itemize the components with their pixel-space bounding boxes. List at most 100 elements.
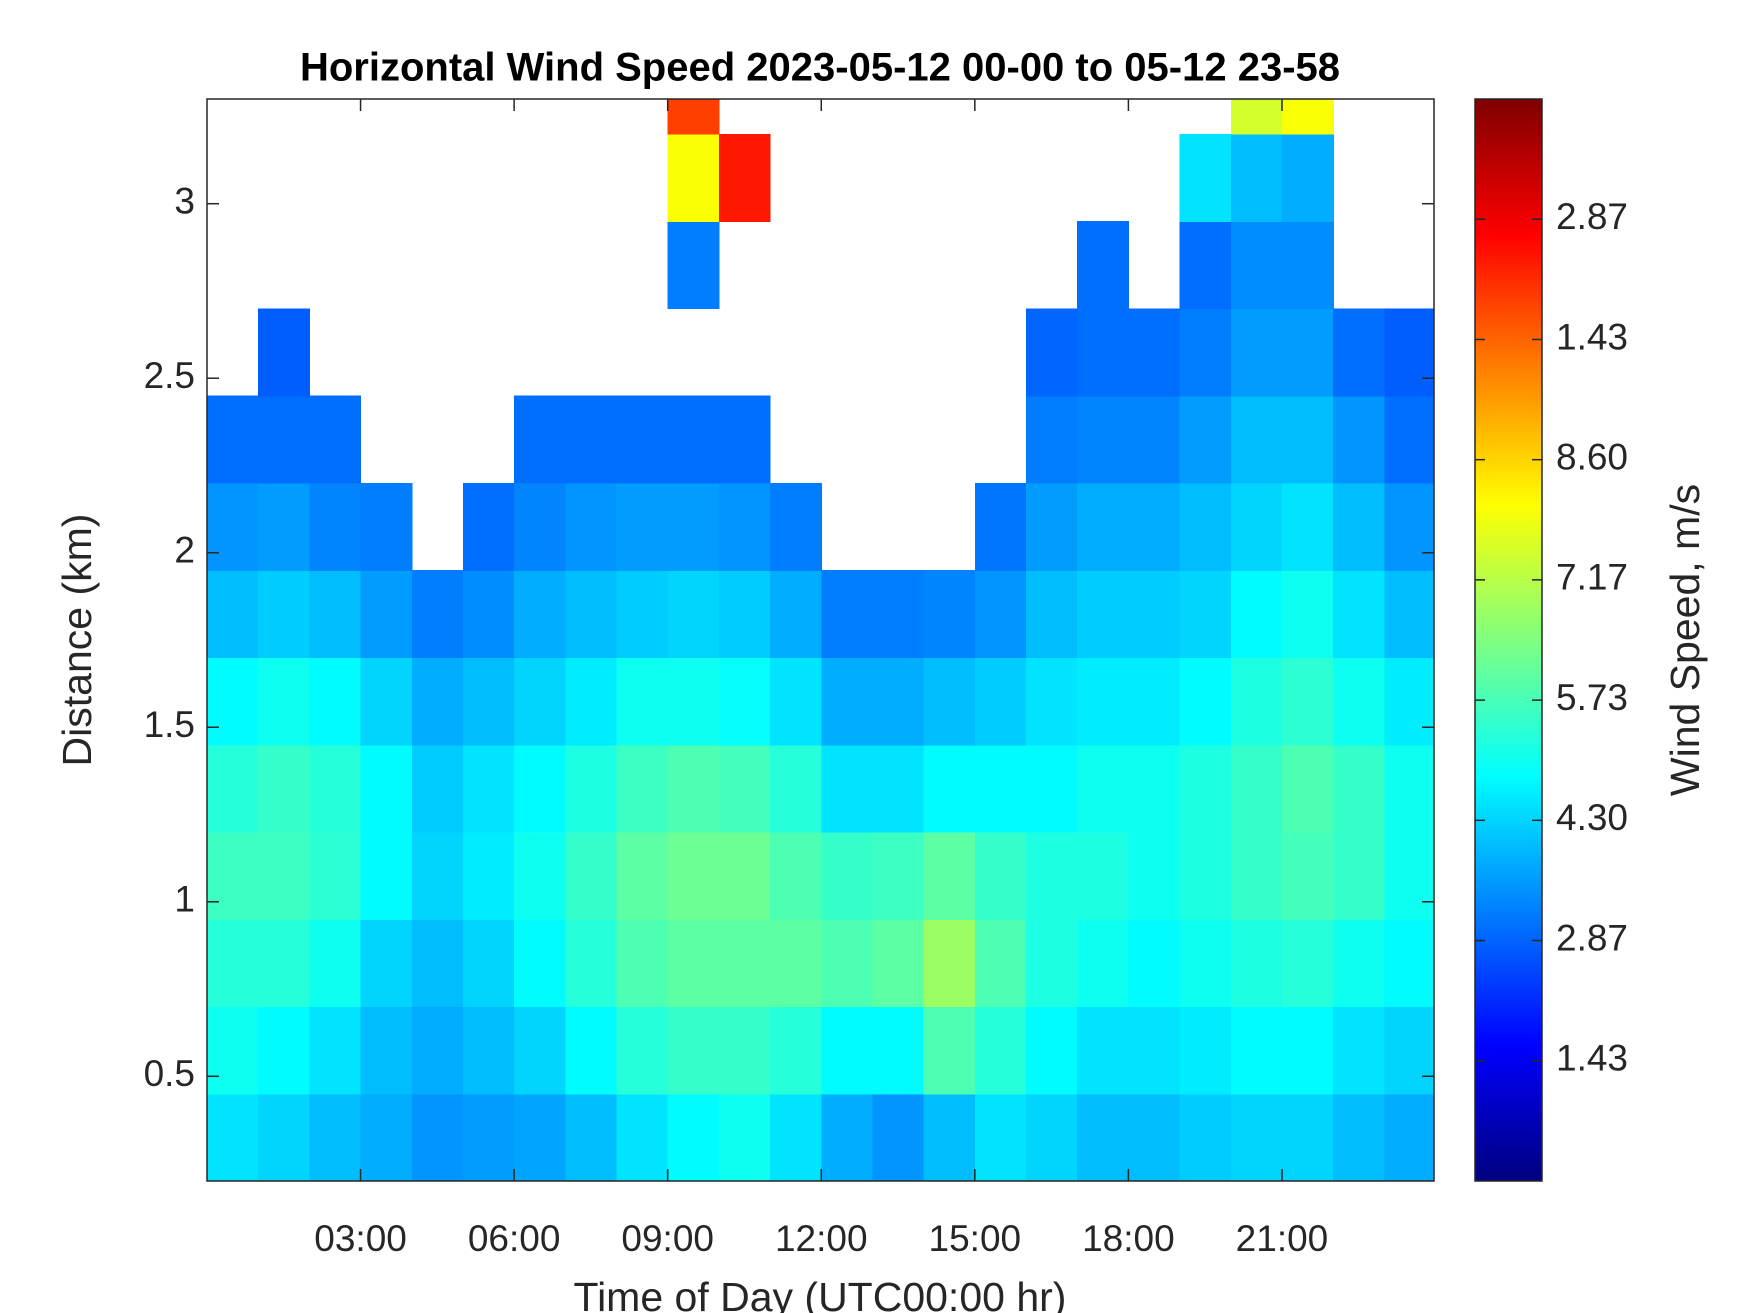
heatmap-cell bbox=[872, 570, 925, 659]
heatmap-cell bbox=[1281, 99, 1334, 135]
heatmap-cell bbox=[1179, 221, 1232, 310]
heatmap-cell bbox=[770, 919, 822, 1008]
heatmap-cell bbox=[1026, 744, 1078, 833]
heatmap-cell bbox=[1179, 395, 1232, 484]
heatmap-cell bbox=[667, 133, 720, 222]
heatmap-cell bbox=[1281, 919, 1334, 1008]
heatmap-cell bbox=[667, 395, 720, 484]
heatmap-cell bbox=[1077, 570, 1130, 659]
heatmap-cell bbox=[1384, 570, 1434, 659]
heatmap-cell bbox=[872, 1093, 925, 1181]
heatmap-cell bbox=[1384, 308, 1434, 397]
heatmap-cell bbox=[258, 482, 310, 571]
heatmap-cell bbox=[514, 482, 566, 571]
heatmap-cell bbox=[309, 744, 362, 833]
heatmap-cell bbox=[1026, 1006, 1078, 1095]
heatmap-cell bbox=[821, 831, 874, 920]
heatmap-cell bbox=[770, 1006, 822, 1095]
heatmap-cell bbox=[1281, 1006, 1334, 1095]
heatmap-cell bbox=[411, 919, 464, 1008]
heatmap-cell bbox=[1230, 395, 1283, 484]
heatmap-cell bbox=[1384, 482, 1434, 571]
heatmap-cell bbox=[718, 831, 771, 920]
heatmap-cell bbox=[1179, 570, 1232, 659]
heatmap-cell bbox=[1281, 133, 1334, 222]
heatmap-cell bbox=[923, 744, 976, 833]
heatmap-cell bbox=[1128, 744, 1181, 833]
colorbar-tick-label: 1.43 bbox=[1556, 1038, 1628, 1079]
heatmap-cell bbox=[1281, 221, 1334, 310]
colorbar-tick-label: 1.43 bbox=[1556, 316, 1628, 357]
heatmap-cell bbox=[616, 570, 669, 659]
heatmap-cell bbox=[821, 570, 874, 659]
heatmap-cell bbox=[1281, 395, 1334, 484]
heatmap-cell bbox=[1179, 831, 1232, 920]
heatmap-cell bbox=[923, 570, 976, 659]
heatmap-cell bbox=[1026, 395, 1078, 484]
heatmap-cell bbox=[565, 831, 618, 920]
heatmap-cell bbox=[821, 744, 874, 833]
heatmap-cell bbox=[923, 1006, 976, 1095]
heatmap-cell bbox=[514, 570, 566, 659]
heatmap bbox=[207, 99, 1434, 1181]
heatmap-cell bbox=[565, 1006, 618, 1095]
heatmap-cell bbox=[411, 570, 464, 659]
heatmap-cell bbox=[974, 1006, 1027, 1095]
heatmap-cell bbox=[565, 395, 618, 484]
x-tick-label: 09:00 bbox=[621, 1218, 714, 1259]
heatmap-cell bbox=[411, 1006, 464, 1095]
heatmap-cell bbox=[462, 919, 515, 1008]
heatmap-cell bbox=[667, 919, 720, 1008]
heatmap-cell bbox=[923, 1093, 976, 1181]
x-tick-label: 21:00 bbox=[1236, 1218, 1329, 1259]
heatmap-cell bbox=[1384, 919, 1434, 1008]
colorbar-tick-label: 2.87 bbox=[1556, 196, 1628, 237]
heatmap-cell bbox=[718, 1006, 771, 1095]
heatmap-cell bbox=[207, 919, 259, 1008]
heatmap-cell bbox=[1384, 1093, 1434, 1181]
heatmap-cell bbox=[360, 657, 413, 746]
heatmap-cell bbox=[667, 744, 720, 833]
heatmap-cell bbox=[1281, 482, 1334, 571]
heatmap-cell bbox=[1281, 657, 1334, 746]
heatmap-cell bbox=[207, 482, 259, 571]
heatmap-cell bbox=[616, 482, 669, 571]
heatmap-cell bbox=[462, 570, 515, 659]
heatmap-cell bbox=[1026, 657, 1078, 746]
heatmap-cell bbox=[1179, 133, 1232, 222]
y-tick-label: 2 bbox=[174, 530, 195, 571]
heatmap-cell bbox=[1026, 482, 1078, 571]
heatmap-cell bbox=[821, 657, 874, 746]
heatmap-cell bbox=[718, 570, 771, 659]
heatmap-cell bbox=[718, 1093, 771, 1181]
heatmap-cell bbox=[207, 395, 259, 484]
heatmap-cell bbox=[360, 744, 413, 833]
y-tick-label: 1 bbox=[174, 879, 195, 920]
heatmap-cell bbox=[207, 1093, 259, 1181]
heatmap-cell bbox=[1333, 308, 1385, 397]
heatmap-cell bbox=[667, 1093, 720, 1181]
heatmap-cell bbox=[1230, 570, 1283, 659]
heatmap-cell bbox=[258, 657, 310, 746]
heatmap-cell bbox=[770, 657, 822, 746]
heatmap-cell bbox=[258, 919, 310, 1008]
heatmap-cell bbox=[1128, 482, 1181, 571]
heatmap-cell bbox=[1077, 1093, 1130, 1181]
heatmap-cell bbox=[1026, 919, 1078, 1008]
heatmap-cell bbox=[667, 99, 720, 135]
heatmap-cell bbox=[718, 919, 771, 1008]
heatmap-cell bbox=[207, 657, 259, 746]
heatmap-cell bbox=[1230, 221, 1283, 310]
heatmap-cell bbox=[1179, 657, 1232, 746]
y-tick-label: 1.5 bbox=[144, 704, 195, 745]
heatmap-cell bbox=[360, 482, 413, 571]
heatmap-cell bbox=[462, 1093, 515, 1181]
heatmap-cell bbox=[718, 395, 771, 484]
heatmap-cell bbox=[207, 744, 259, 833]
heatmap-cell bbox=[309, 570, 362, 659]
chart-title: Horizontal Wind Speed 2023-05-12 00-00 t… bbox=[300, 46, 1340, 90]
heatmap-cell bbox=[309, 1093, 362, 1181]
heatmap-cell bbox=[1333, 744, 1385, 833]
heatmap-cell bbox=[565, 919, 618, 1008]
x-axis-label: Time of Day (UTC00:00 hr) bbox=[574, 1274, 1067, 1313]
